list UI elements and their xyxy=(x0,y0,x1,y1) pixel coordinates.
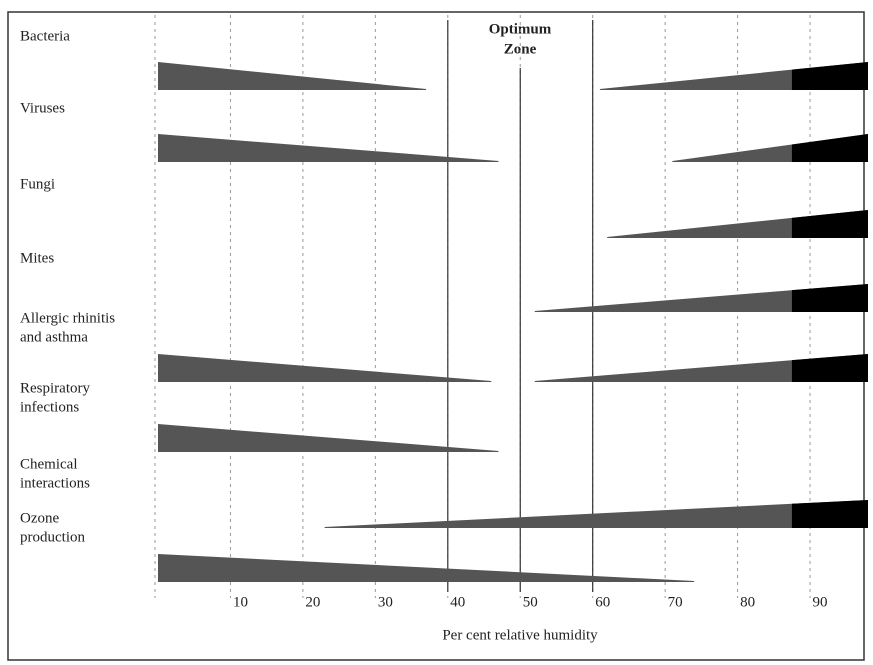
x-tick-label: 70 xyxy=(668,594,683,610)
row-label: Fungi xyxy=(20,176,55,192)
falling-wedge xyxy=(158,554,694,582)
x-tick-label: 60 xyxy=(595,594,610,610)
x-tick-label: 20 xyxy=(305,594,320,610)
row-label: Respiratory xyxy=(20,380,90,396)
dark-zone xyxy=(792,284,868,312)
x-tick-label: 40 xyxy=(450,594,465,610)
frame xyxy=(8,12,864,660)
row-label: infections xyxy=(20,399,79,415)
row-label: production xyxy=(20,529,85,545)
dark-zone xyxy=(792,354,868,382)
x-tick-label: 80 xyxy=(740,594,755,610)
dark-zone xyxy=(792,210,868,238)
dark-zone xyxy=(792,134,868,162)
row-label: interactions xyxy=(20,475,90,491)
chart: Per cent relative humidity Optimum Zone … xyxy=(0,0,873,665)
x-tick-label: 30 xyxy=(378,594,393,610)
dark-zone xyxy=(792,62,868,90)
falling-wedge xyxy=(158,62,426,90)
row-label: Bacteria xyxy=(20,28,70,44)
row-label: Chemical xyxy=(20,456,77,472)
x-tick-label: 10 xyxy=(233,594,248,610)
row-label: and asthma xyxy=(20,329,88,345)
rising-wedge xyxy=(325,500,868,528)
row-label: Viruses xyxy=(20,100,65,116)
x-axis-label: Per cent relative humidity xyxy=(442,627,598,643)
falling-wedge xyxy=(158,354,491,382)
dark-zone xyxy=(792,500,868,528)
row-label: Ozone xyxy=(20,510,59,526)
row-label: Mites xyxy=(20,250,54,266)
row-label: Allergic rhinitis xyxy=(20,310,115,326)
x-tick-label: 50 xyxy=(523,594,538,610)
x-tick-label: 90 xyxy=(813,594,828,610)
